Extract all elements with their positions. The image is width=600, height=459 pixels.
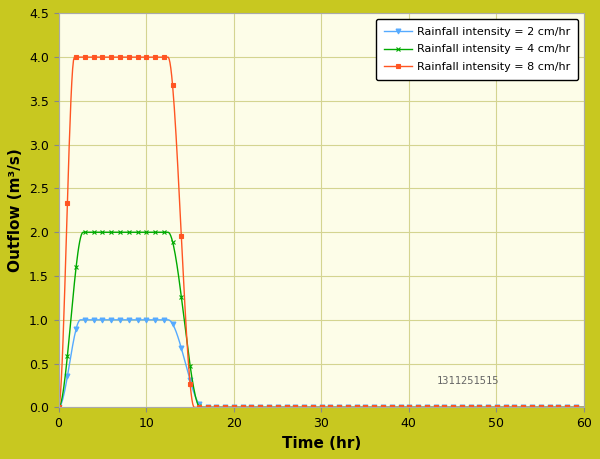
Text: 1311251515: 1311251515 [437, 376, 500, 386]
Rainfall intensity = 4 cm/hr [293, 405, 301, 410]
Rainfall intensity = 4 cm/hr [451, 405, 458, 410]
Rainfall intensity = 2 cm/hr [580, 405, 587, 410]
Rainfall intensity = 8 cm/hr [71, 54, 78, 60]
Rainfall intensity = 8 cm/hr [407, 405, 414, 410]
Rainfall intensity = 4 cm/hr [55, 405, 62, 410]
Legend: Rainfall intensity = 2 cm/hr, Rainfall intensity = 4 cm/hr, Rainfall intensity =: Rainfall intensity = 2 cm/hr, Rainfall i… [376, 19, 578, 80]
Rainfall intensity = 2 cm/hr [407, 405, 414, 410]
Rainfall intensity = 2 cm/hr [191, 392, 198, 397]
Rainfall intensity = 8 cm/hr [451, 405, 458, 410]
Rainfall intensity = 4 cm/hr [365, 405, 373, 410]
Y-axis label: Outflow (m³/s): Outflow (m³/s) [8, 148, 23, 272]
Rainfall intensity = 8 cm/hr [149, 54, 156, 60]
Rainfall intensity = 8 cm/hr [191, 405, 198, 410]
Rainfall intensity = 2 cm/hr [293, 405, 301, 410]
X-axis label: Time (hr): Time (hr) [281, 436, 361, 451]
Rainfall intensity = 2 cm/hr [77, 317, 84, 323]
Rainfall intensity = 4 cm/hr [191, 389, 198, 395]
Line: Rainfall intensity = 8 cm/hr: Rainfall intensity = 8 cm/hr [56, 55, 586, 410]
Line: Rainfall intensity = 4 cm/hr: Rainfall intensity = 4 cm/hr [56, 230, 586, 410]
Rainfall intensity = 4 cm/hr [407, 405, 414, 410]
Rainfall intensity = 8 cm/hr [365, 405, 373, 410]
Rainfall intensity = 2 cm/hr [365, 405, 373, 410]
Line: Rainfall intensity = 2 cm/hr: Rainfall intensity = 2 cm/hr [56, 317, 586, 410]
Rainfall intensity = 8 cm/hr [55, 405, 62, 410]
Rainfall intensity = 4 cm/hr [580, 405, 587, 410]
Rainfall intensity = 2 cm/hr [55, 405, 62, 410]
Rainfall intensity = 2 cm/hr [451, 405, 458, 410]
Rainfall intensity = 4 cm/hr [80, 230, 87, 235]
Rainfall intensity = 4 cm/hr [149, 230, 156, 235]
Rainfall intensity = 2 cm/hr [149, 317, 156, 323]
Rainfall intensity = 8 cm/hr [580, 405, 587, 410]
Rainfall intensity = 8 cm/hr [293, 405, 301, 410]
